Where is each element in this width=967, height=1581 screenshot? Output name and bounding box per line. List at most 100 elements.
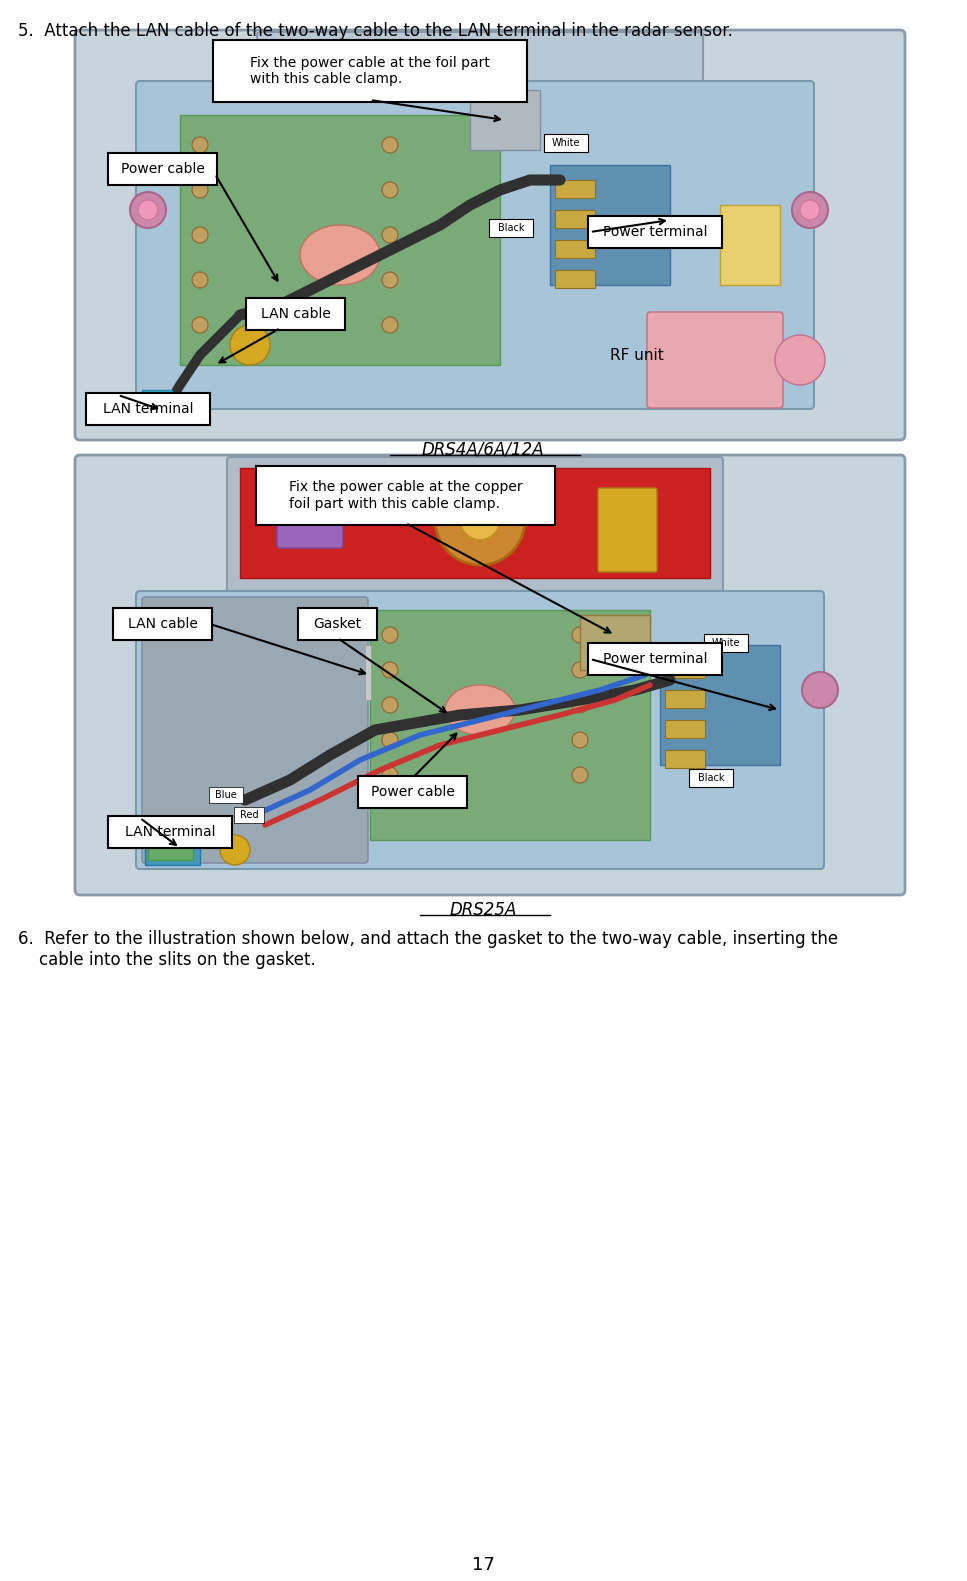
Circle shape [382,767,398,783]
FancyBboxPatch shape [142,391,172,413]
Text: Power terminal: Power terminal [602,225,707,239]
FancyBboxPatch shape [588,643,722,675]
FancyBboxPatch shape [665,749,705,768]
FancyBboxPatch shape [240,468,710,579]
Circle shape [382,182,398,198]
FancyBboxPatch shape [555,210,595,228]
FancyBboxPatch shape [108,153,217,185]
FancyBboxPatch shape [298,609,377,640]
FancyBboxPatch shape [489,220,533,237]
FancyBboxPatch shape [246,297,345,330]
Circle shape [572,662,588,678]
Circle shape [382,272,398,288]
Text: Gasket: Gasket [313,617,362,631]
Circle shape [775,335,825,386]
FancyBboxPatch shape [598,489,657,572]
Circle shape [382,628,398,643]
Text: Black: Black [698,773,724,783]
Circle shape [572,732,588,748]
Circle shape [382,697,398,713]
Text: LAN terminal: LAN terminal [125,825,216,840]
FancyBboxPatch shape [75,455,905,895]
FancyBboxPatch shape [75,30,905,440]
Ellipse shape [445,685,515,735]
Circle shape [192,182,208,198]
Circle shape [130,191,166,228]
Text: Blue: Blue [215,790,237,800]
Circle shape [220,835,250,865]
FancyBboxPatch shape [647,311,783,408]
Text: 5.  Attach the LAN cable of the two-way cable to the LAN terminal in the radar s: 5. Attach the LAN cable of the two-way c… [18,22,733,40]
Circle shape [192,272,208,288]
FancyBboxPatch shape [555,270,595,288]
FancyBboxPatch shape [209,787,243,803]
Circle shape [382,318,398,334]
FancyBboxPatch shape [227,457,723,593]
FancyBboxPatch shape [704,634,748,651]
Circle shape [192,318,208,334]
Text: White: White [552,138,580,149]
Text: Power cable: Power cable [121,161,204,175]
Circle shape [572,628,588,643]
FancyBboxPatch shape [256,466,555,525]
Text: Red: Red [240,809,258,821]
Circle shape [192,138,208,153]
Circle shape [435,474,525,564]
FancyBboxPatch shape [470,90,540,150]
FancyBboxPatch shape [665,689,705,708]
FancyBboxPatch shape [277,487,343,549]
Circle shape [382,138,398,153]
Circle shape [382,228,398,243]
FancyBboxPatch shape [544,134,588,152]
Text: 17: 17 [472,1556,494,1575]
FancyBboxPatch shape [555,240,595,258]
Text: LAN cable: LAN cable [260,307,331,321]
FancyBboxPatch shape [689,768,733,787]
FancyBboxPatch shape [86,394,210,425]
FancyBboxPatch shape [213,40,527,103]
Circle shape [460,500,500,541]
FancyBboxPatch shape [720,206,780,285]
Circle shape [802,672,838,708]
FancyBboxPatch shape [550,164,670,285]
Circle shape [800,201,820,220]
Circle shape [192,228,208,243]
FancyBboxPatch shape [234,806,264,824]
Circle shape [230,326,270,365]
Circle shape [382,662,398,678]
FancyBboxPatch shape [142,598,368,863]
Text: Power terminal: Power terminal [602,651,707,666]
Text: LAN terminal: LAN terminal [103,402,193,416]
Text: Power cable: Power cable [370,786,454,798]
FancyBboxPatch shape [136,81,814,409]
FancyBboxPatch shape [580,615,650,670]
FancyBboxPatch shape [665,659,705,678]
FancyBboxPatch shape [136,591,824,870]
Text: LAN cable: LAN cable [128,617,197,631]
Circle shape [572,767,588,783]
FancyBboxPatch shape [113,609,212,640]
Circle shape [792,191,828,228]
FancyBboxPatch shape [665,719,705,738]
FancyBboxPatch shape [358,776,467,808]
Circle shape [138,201,158,220]
Text: Black: Black [498,223,524,232]
Text: DRS25A: DRS25A [450,901,516,919]
FancyBboxPatch shape [365,645,371,700]
FancyBboxPatch shape [370,610,650,840]
FancyBboxPatch shape [588,217,722,248]
Circle shape [382,732,398,748]
Text: White: White [712,639,741,648]
Text: DRS4A/6A/12A: DRS4A/6A/12A [422,441,544,458]
Text: 6.  Refer to the illustration shown below, and attach the gasket to the two-way : 6. Refer to the illustration shown below… [18,930,838,969]
Text: RF unit: RF unit [610,348,663,362]
FancyBboxPatch shape [145,835,200,865]
FancyBboxPatch shape [148,830,193,860]
Text: Fix the power cable at the copper
foil part with this cable clamp.: Fix the power cable at the copper foil p… [289,481,522,511]
FancyBboxPatch shape [108,816,232,847]
FancyBboxPatch shape [257,32,703,93]
FancyBboxPatch shape [555,180,595,198]
Circle shape [572,697,588,713]
FancyBboxPatch shape [660,645,780,765]
Text: Fix the power cable at the foil part
with this cable clamp.: Fix the power cable at the foil part wit… [250,55,490,85]
